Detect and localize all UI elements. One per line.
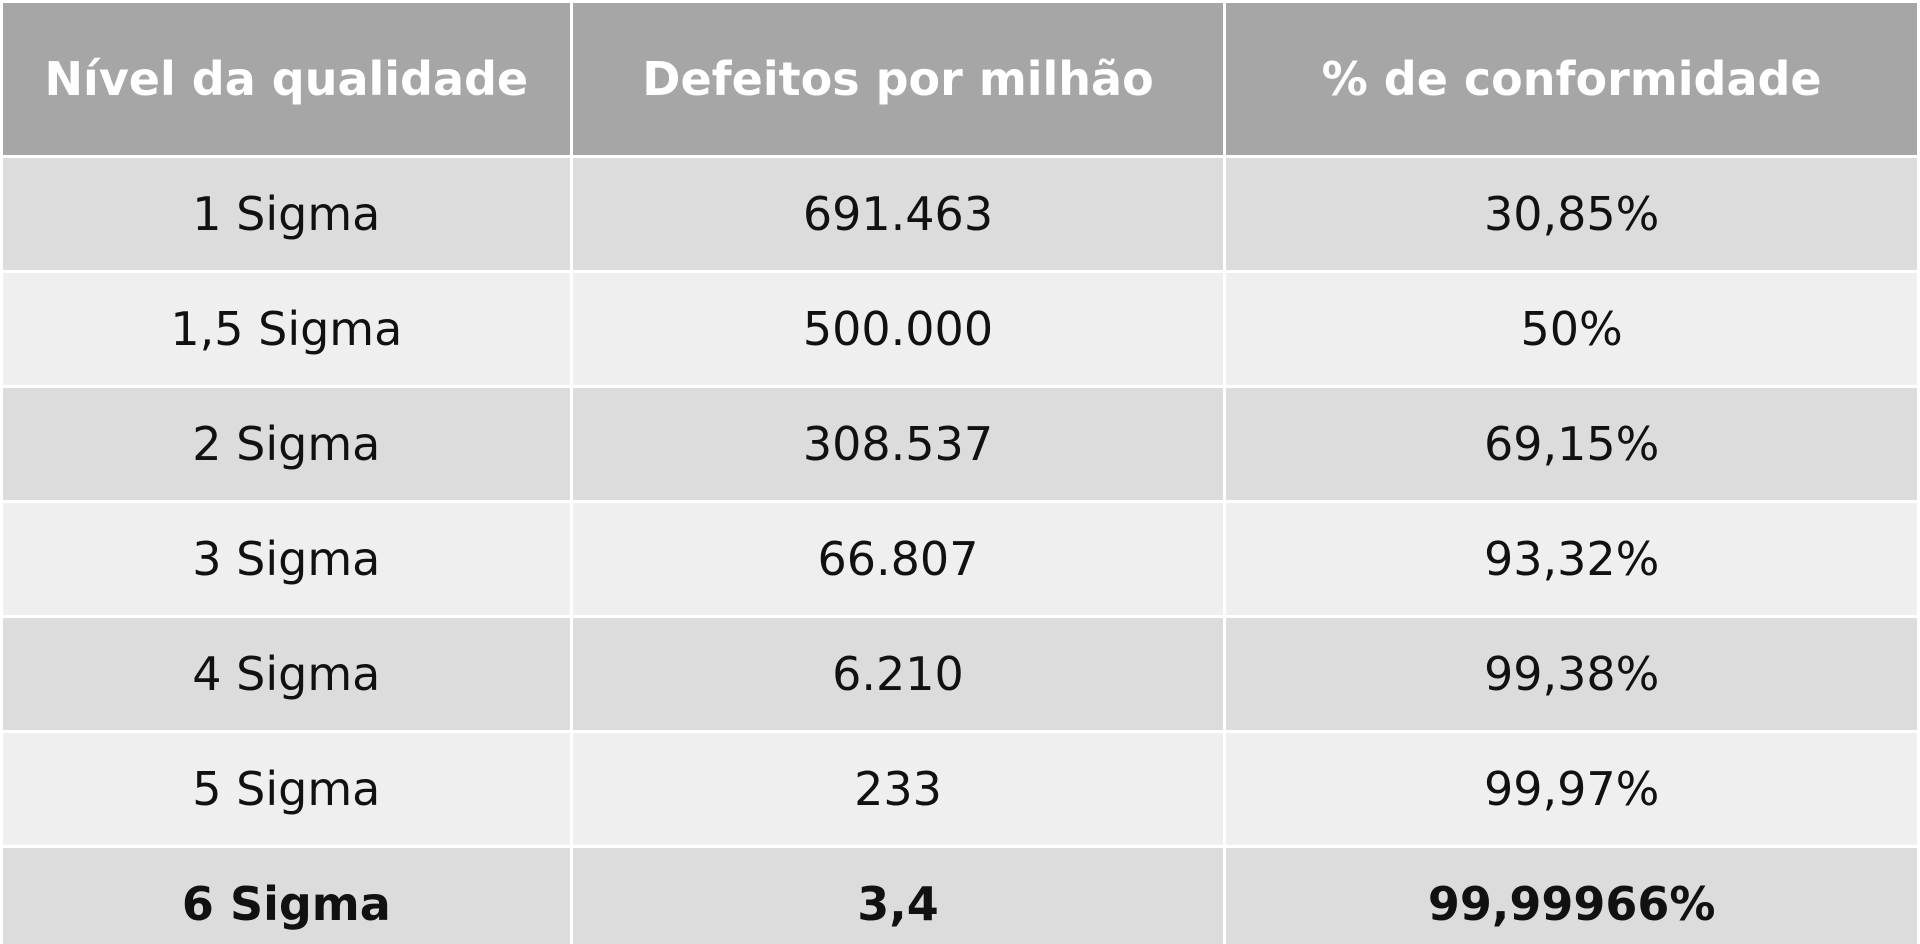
table-cell: 50%	[1226, 273, 1917, 385]
table-row: 3 Sigma 66.807 93,32%	[3, 503, 1917, 615]
table-cell: 30,85%	[1226, 158, 1917, 270]
table-row: 4 Sigma 6.210 99,38%	[3, 618, 1917, 730]
table-cell: 6 Sigma	[3, 848, 570, 944]
table-cell: 308.537	[572, 388, 1224, 500]
table-cell: 4 Sigma	[3, 618, 570, 730]
table-row: 5 Sigma 233 99,97%	[3, 733, 1917, 845]
header-row: Nível da qualidade Defeitos por milhão% d…	[3, 3, 1917, 155]
table-cell: 99,97%	[1226, 733, 1917, 845]
table-cell: 69,15%	[1226, 388, 1917, 500]
table-row: 1,5 Sigma 500.000 50%	[3, 273, 1917, 385]
table-row: 2 Sigma 308.537 69,15%	[3, 388, 1917, 500]
table-cell: 6.210	[572, 618, 1224, 730]
table-cell: 500.000	[572, 273, 1224, 385]
table-cell: 1 Sigma	[3, 158, 570, 270]
table-row: 6 Sigma 3,4 99,99966%	[3, 848, 1917, 944]
table-cell: 5 Sigma	[3, 733, 570, 845]
column-header: Defeitos por milhão	[572, 3, 1224, 155]
column-header: % de conformidade	[1226, 3, 1917, 155]
table-cell: 93,32%	[1226, 503, 1917, 615]
table-cell: 233	[572, 733, 1224, 845]
table-cell: 99,38%	[1226, 618, 1917, 730]
table-cell: 1,5 Sigma	[3, 273, 570, 385]
table-cell: 2 Sigma	[3, 388, 570, 500]
table-row: 1 Sigma 691.463 30,85%	[3, 158, 1917, 270]
table-cell: 66.807	[572, 503, 1224, 615]
table-cell: 3,4	[572, 848, 1224, 944]
column-header: Nível da qualidade	[3, 3, 570, 155]
table-cell: 691.463	[572, 158, 1224, 270]
table-cell: 99,99966%	[1226, 848, 1917, 944]
table-cell: 3 Sigma	[3, 503, 570, 615]
